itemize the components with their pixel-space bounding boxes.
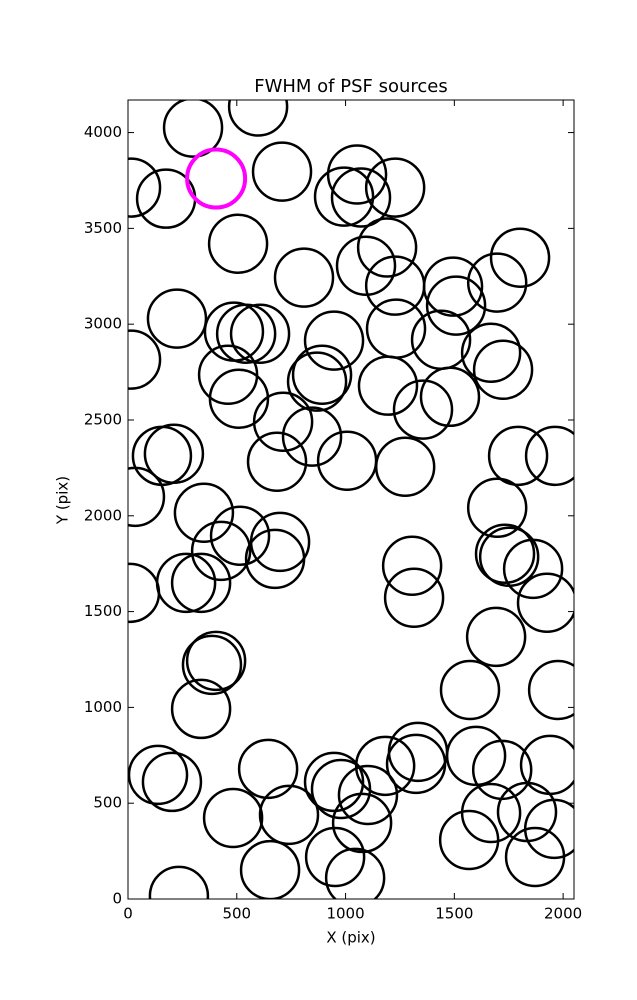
source-circle xyxy=(185,630,247,692)
source-circle xyxy=(313,166,375,227)
source-circle xyxy=(128,329,162,390)
plot-area xyxy=(128,100,574,899)
source-circle xyxy=(422,256,484,317)
source-circle xyxy=(527,659,574,721)
source-circle xyxy=(208,368,270,429)
source-circle xyxy=(439,659,501,721)
source-circle xyxy=(419,366,481,428)
x-tick-label: 1000 xyxy=(326,905,364,923)
source-circle xyxy=(141,751,203,813)
source-circle xyxy=(291,344,353,406)
source-circle xyxy=(466,252,528,313)
source-circle xyxy=(258,784,320,846)
source-circle xyxy=(303,310,365,371)
source-circle xyxy=(502,538,564,600)
plot-frame xyxy=(127,99,575,900)
y-tick-label: 2000 xyxy=(84,506,122,524)
source-circle xyxy=(331,792,393,854)
source-circle xyxy=(524,425,574,487)
y-tick-label: 1500 xyxy=(84,602,122,620)
source-circle xyxy=(148,865,210,899)
source-circle xyxy=(143,423,205,484)
source-circle xyxy=(330,167,392,228)
source-circle xyxy=(310,758,372,820)
source-circle xyxy=(215,303,277,365)
source-circle xyxy=(374,436,436,497)
source-circle xyxy=(303,751,365,813)
source-circle xyxy=(465,606,527,668)
source-circle xyxy=(337,764,399,826)
y-axis-label: Y (pix) xyxy=(54,476,72,525)
y-tick-label: 0 xyxy=(112,890,122,908)
source-circle xyxy=(335,235,397,296)
source-circle xyxy=(504,826,566,888)
source-circle xyxy=(472,339,534,401)
source-circle xyxy=(185,147,248,210)
source-circle xyxy=(155,552,217,614)
x-tick-label: 0 xyxy=(123,905,133,923)
source-circle xyxy=(227,100,289,137)
source-circle xyxy=(170,678,232,740)
source-circle xyxy=(170,552,232,614)
source-circle xyxy=(385,733,447,795)
source-circle xyxy=(438,809,500,871)
source-circle xyxy=(354,735,416,797)
y-tick-label: 2500 xyxy=(84,410,122,428)
source-circle xyxy=(425,275,487,336)
source-circle xyxy=(239,839,301,899)
source-circle xyxy=(381,535,443,597)
source-circle xyxy=(252,391,314,452)
source-circle xyxy=(237,738,299,800)
source-circle xyxy=(281,406,343,467)
source-circle xyxy=(324,847,386,899)
source-circle xyxy=(516,572,574,634)
source-circle xyxy=(487,425,549,487)
source-circle xyxy=(466,477,528,538)
y-tick-label: 3000 xyxy=(84,315,122,333)
source-circle xyxy=(489,227,551,288)
source-circle xyxy=(460,322,522,383)
source-circle xyxy=(207,213,269,274)
source-circle xyxy=(128,157,162,218)
source-circle xyxy=(181,634,243,696)
source-circle xyxy=(392,379,454,440)
source-circle xyxy=(202,787,264,849)
source-circle xyxy=(357,355,419,416)
y-tick-label: 3500 xyxy=(84,219,122,237)
source-circle xyxy=(244,528,306,590)
y-tick-label: 4000 xyxy=(84,123,122,141)
source-circle xyxy=(190,520,252,582)
chart-title: FWHM of PSF sources xyxy=(254,76,448,97)
y-tick-label: 1000 xyxy=(84,698,122,716)
source-circle xyxy=(474,523,536,584)
source-circle xyxy=(326,144,388,205)
source-circle xyxy=(209,505,271,566)
x-tick-label: 1500 xyxy=(435,905,473,923)
source-circle xyxy=(356,217,418,278)
source-circle xyxy=(246,431,308,493)
x-axis-label: X (pix) xyxy=(326,929,375,947)
y-tick-label: 500 xyxy=(93,794,122,812)
source-circle xyxy=(162,100,224,158)
source-circle xyxy=(128,466,166,528)
source-circle xyxy=(364,157,426,218)
source-circle xyxy=(304,826,366,888)
source-circle xyxy=(383,567,445,629)
source-circle xyxy=(173,482,235,543)
source-circle xyxy=(286,351,348,412)
source-circle xyxy=(128,744,189,806)
source-circle xyxy=(146,288,208,349)
x-tick-label: 2000 xyxy=(544,905,582,923)
x-tick-label: 500 xyxy=(222,905,251,923)
source-circle xyxy=(229,303,291,365)
source-circle xyxy=(273,247,335,308)
source-circle xyxy=(251,141,313,202)
